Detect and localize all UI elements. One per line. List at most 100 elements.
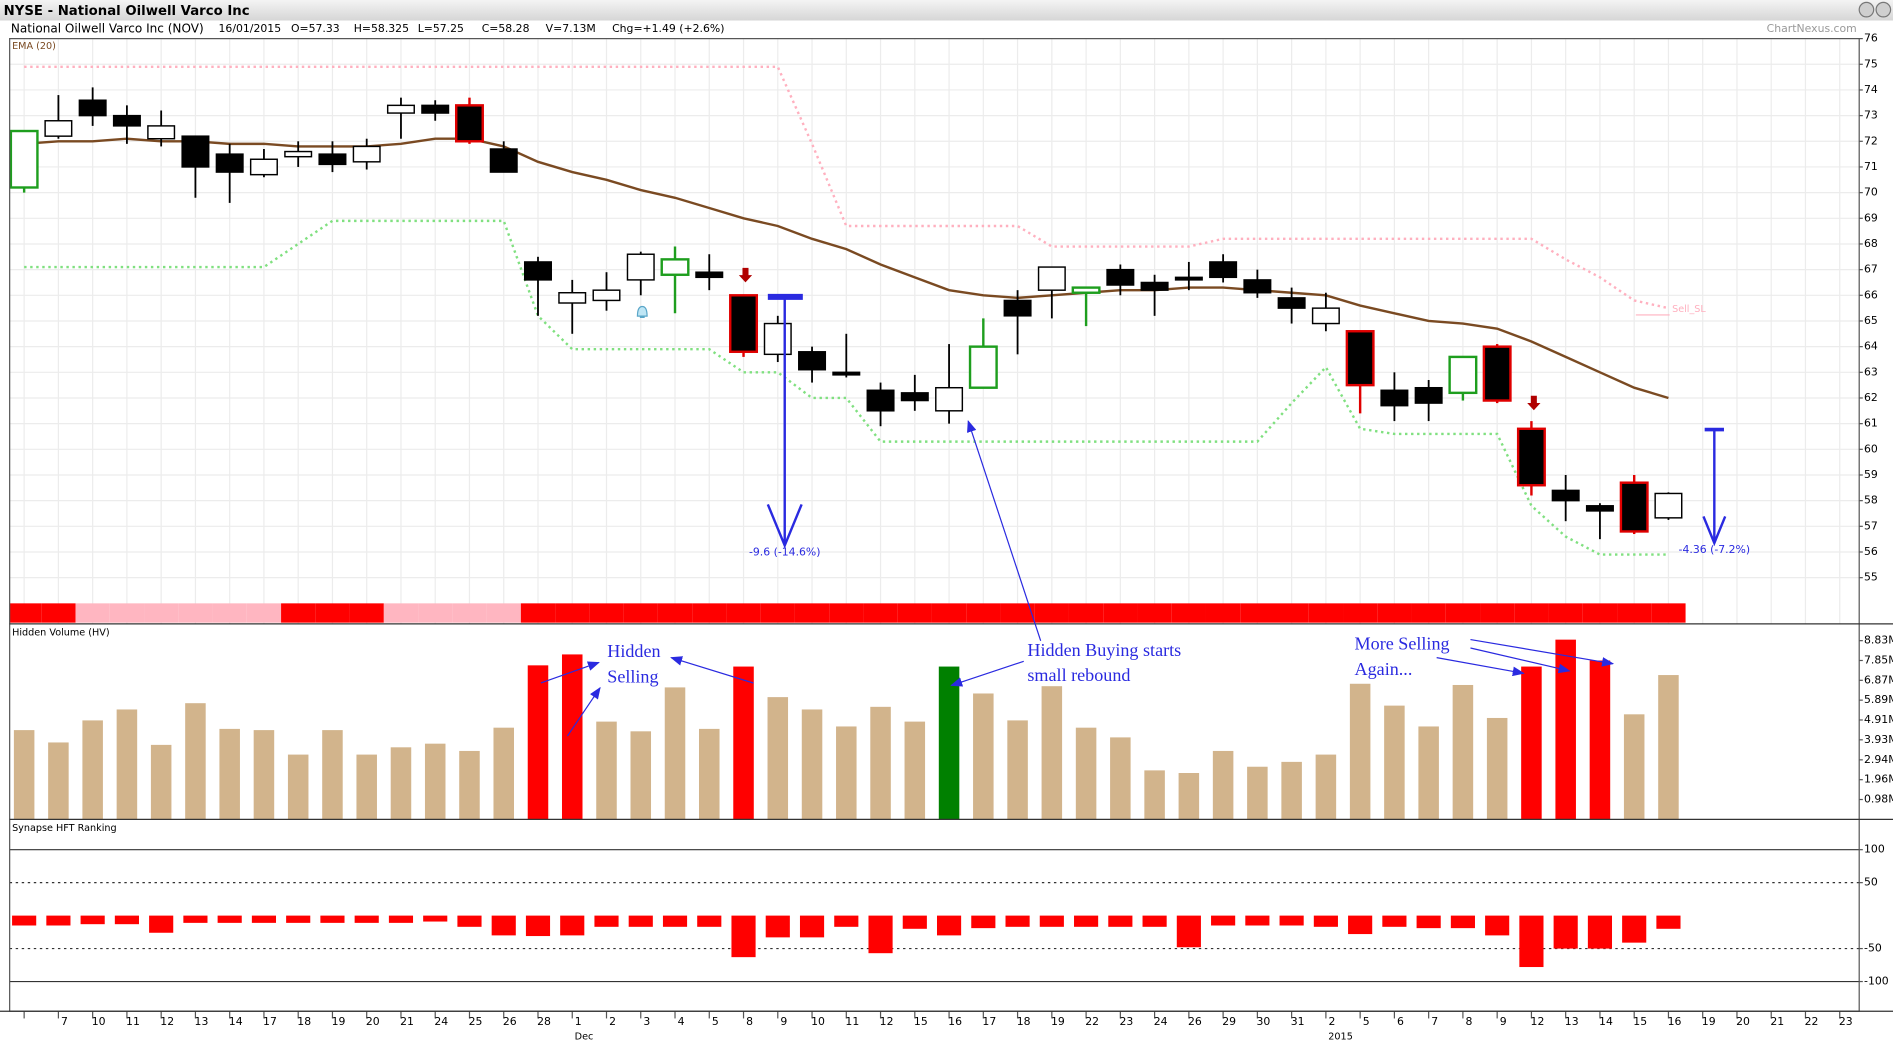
candle-body: [112, 114, 141, 127]
signal-ribbon: [144, 603, 179, 623]
x-tick-label: 7: [61, 1015, 68, 1028]
bar: [1485, 915, 1510, 936]
y-tick-label: 62: [1864, 391, 1878, 404]
y-tick-label: 75: [1864, 57, 1878, 70]
bar: [183, 915, 208, 923]
candle-body: [866, 389, 895, 412]
signal-ribbon: [9, 603, 42, 623]
x-tick-label: 11: [126, 1015, 140, 1028]
bar: [765, 915, 790, 938]
candle-body: [1380, 389, 1409, 407]
signal-ribbon: [1171, 603, 1206, 623]
signal-ribbon: [418, 603, 453, 623]
candle-body: [249, 158, 278, 176]
annotation: small rebound: [1027, 665, 1130, 685]
annotation-arrow: [950, 660, 1024, 687]
y-tick-label: 74: [1864, 83, 1878, 96]
signal-ribbon: [75, 603, 110, 623]
close: C=58.28: [482, 22, 530, 35]
signal-ribbon: [1205, 603, 1241, 623]
bar: [354, 915, 379, 923]
candle-body: [9, 129, 39, 189]
annotation: Hidden Buying starts: [1027, 640, 1181, 660]
bar: [457, 915, 482, 927]
x-tick-label: 24: [1154, 1015, 1168, 1028]
annotation-arrow: [670, 656, 754, 684]
y-tick-label: 63: [1864, 365, 1878, 378]
x-tick-label: 26: [1188, 1015, 1202, 1028]
signal-ribbon: [1034, 603, 1069, 623]
open: O=57.33: [291, 22, 340, 35]
alert-icon: [636, 305, 648, 318]
y-tick-label: 71: [1864, 160, 1878, 173]
title-bar: [0, 0, 1893, 21]
signal-ribbon: [555, 603, 590, 623]
x-tick-label: 13: [195, 1015, 209, 1028]
y-tick-label: 59: [1864, 468, 1878, 481]
signal-ribbon: [1103, 603, 1138, 623]
bar: [459, 750, 480, 820]
x-tick-label: 10: [811, 1015, 825, 1028]
bar: [1211, 915, 1236, 926]
window-buttons[interactable]: [1858, 1, 1892, 18]
high: H=58.325: [354, 22, 409, 35]
signal-ribbon: [1445, 603, 1481, 623]
x-tick-label: 20: [1736, 1015, 1750, 1028]
bar: [114, 915, 139, 925]
annotation-arrow: [1436, 657, 1525, 677]
bar: [868, 915, 893, 954]
x-tick-label: 13: [1565, 1015, 1579, 1028]
bar: [1416, 915, 1441, 929]
annotation-arrow: [540, 661, 600, 684]
x-tick-label: 10: [92, 1015, 106, 1028]
signal-ribbon: [41, 603, 76, 623]
x-tick-label: 21: [400, 1015, 414, 1028]
x-tick-label: 18: [1017, 1015, 1031, 1028]
minimize-button[interactable]: [1858, 1, 1875, 18]
bar: [1521, 666, 1542, 820]
y-tick-label: 65: [1864, 314, 1878, 327]
candle-body: [1311, 307, 1340, 325]
signal-ribbon: [178, 603, 213, 623]
y-tick-label: 5.89M: [1864, 693, 1893, 706]
x-tick-label: 6: [1397, 1015, 1404, 1028]
candle-body: [592, 289, 621, 302]
maximize-button[interactable]: [1875, 1, 1892, 18]
date: 16/01/2015: [219, 22, 282, 35]
y-tick-label: 76: [1864, 32, 1878, 45]
bar: [1418, 726, 1439, 820]
x-tick-label: 29: [1222, 1015, 1236, 1028]
signal-ribbon: [1274, 603, 1309, 623]
y-tick-label: 100: [1864, 843, 1885, 856]
bar: [322, 730, 343, 820]
x-tick-label: 25: [469, 1015, 483, 1028]
bar: [1075, 727, 1097, 820]
x-tick-label: 1: [575, 1015, 582, 1028]
signal-ribbon: [486, 603, 521, 623]
bar: [1622, 915, 1647, 943]
signal-ribbon: [246, 603, 282, 623]
bar: [938, 666, 960, 820]
low: L=57.25: [418, 22, 464, 35]
bar: [1486, 717, 1508, 820]
candle-body: [968, 345, 998, 389]
bar: [1041, 686, 1063, 820]
x-tick-label: 18: [297, 1015, 311, 1028]
signal-ribbon: [1651, 603, 1686, 623]
bar: [662, 915, 688, 927]
x-tick-label: 14: [1599, 1015, 1613, 1028]
candle-body: [832, 371, 861, 376]
bar: [13, 730, 35, 820]
signal-ribbon: [1480, 603, 1515, 623]
x-tick-label: 17: [982, 1015, 996, 1028]
x-tick-label: 31: [1291, 1015, 1305, 1028]
y-tick-label: 67: [1864, 263, 1878, 276]
bar: [628, 915, 653, 927]
bar: [1553, 915, 1578, 949]
y-tick-label: 66: [1864, 288, 1878, 301]
signal-ribbon: [1240, 603, 1275, 623]
candle-body: [1037, 266, 1066, 291]
bar: [664, 687, 686, 820]
bar: [82, 720, 103, 820]
